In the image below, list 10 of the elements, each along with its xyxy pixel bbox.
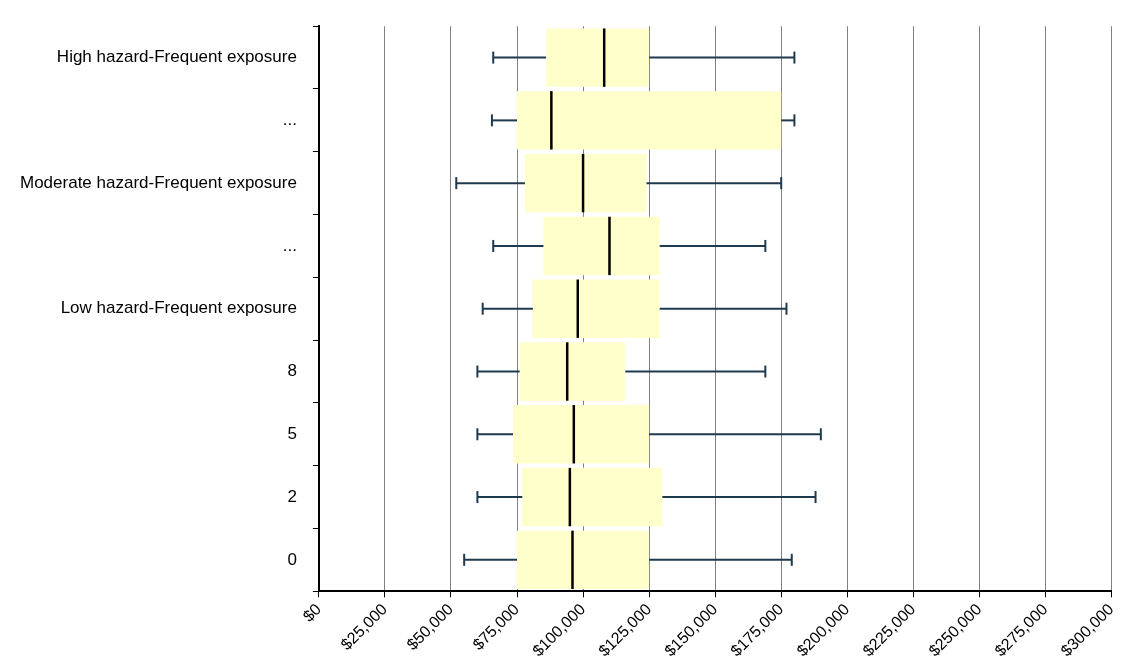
y-tick-label: High hazard-Frequent exposure: [56, 47, 297, 67]
x-tick-label: $0: [299, 600, 325, 625]
y-tick-label: ...: [282, 235, 297, 255]
y-tick-label: Low hazard-Frequent exposure: [60, 298, 297, 318]
y-tick-label: Moderate hazard-Frequent exposure: [19, 172, 297, 192]
y-tick-label: ...: [282, 110, 297, 130]
y-tick-label: 8: [287, 361, 297, 381]
y-tick-label: 0: [287, 549, 297, 569]
y-tick-label: 2: [287, 486, 297, 506]
y-tick-label: 5: [287, 423, 297, 443]
